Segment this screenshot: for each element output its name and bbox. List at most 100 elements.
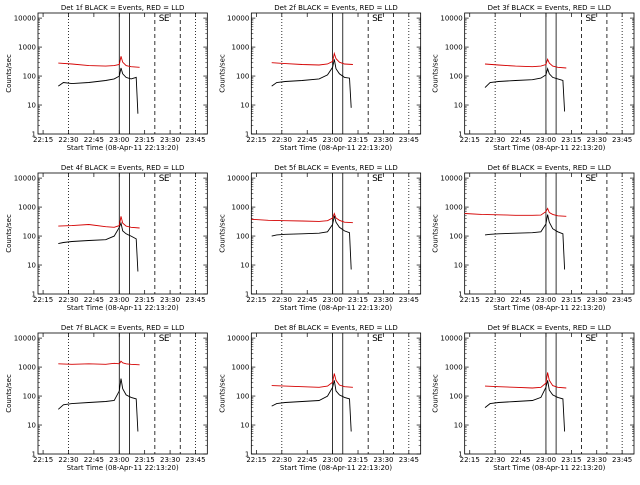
y-axis-label: Counts/sec bbox=[218, 374, 226, 413]
marker-label-s: S bbox=[159, 174, 165, 184]
y-tick-label: 1 bbox=[245, 451, 249, 459]
series-line-events bbox=[484, 214, 566, 270]
marker-label-s: S bbox=[585, 174, 591, 184]
x-tick-label: 23:00 bbox=[323, 136, 343, 144]
y-tick-label: 1 bbox=[32, 131, 36, 139]
x-tick-label: 23:15 bbox=[348, 456, 368, 464]
x-tick-label: 22:30 bbox=[58, 296, 78, 304]
x-tick-label: 23:15 bbox=[348, 136, 368, 144]
plot-title: Det 9f BLACK = Events, RED = LLD bbox=[488, 324, 611, 332]
y-tick-label: 10 bbox=[27, 262, 36, 270]
y-tick-label: 100 bbox=[236, 73, 249, 81]
y-tick-label: 10000 bbox=[440, 175, 462, 183]
y-tick-label: 100 bbox=[449, 73, 462, 81]
y-axis-label: Counts/sec bbox=[218, 214, 226, 253]
y-tick-label: 1000 bbox=[18, 44, 36, 52]
detector-plot-5: Det 5f BLACK = Events, RED = LLD S E 1 10 100… bbox=[218, 164, 422, 312]
y-tick-label: 1000 bbox=[232, 204, 250, 212]
plot-frame bbox=[37, 172, 208, 295]
x-tick-label: 23:15 bbox=[561, 296, 581, 304]
series-line-lld bbox=[271, 373, 353, 388]
detector-plot-6: Det 6f BLACK = Events, RED = LLD S E 1 10 100… bbox=[432, 164, 635, 312]
x-axis-label: Start Time (08-Apr-11 22:13:20) bbox=[280, 304, 392, 312]
x-tick-label: 23:00 bbox=[109, 296, 129, 304]
y-tick-label: 1000 bbox=[18, 204, 36, 212]
y-axis-label: Counts/sec bbox=[5, 54, 13, 93]
x-tick-label: 22:15 bbox=[33, 136, 53, 144]
marker-label-e: E bbox=[377, 334, 383, 344]
x-tick-label: 22:30 bbox=[272, 456, 292, 464]
x-tick-label: 23:45 bbox=[185, 296, 205, 304]
x-tick-label: 22:45 bbox=[84, 136, 104, 144]
y-tick-label: 10000 bbox=[227, 335, 249, 343]
x-axis-label: Start Time (08-Apr-11 22:13:20) bbox=[493, 464, 605, 472]
series-line-lld bbox=[58, 216, 140, 229]
plot-frame bbox=[37, 12, 208, 135]
x-tick-label: 22:30 bbox=[485, 136, 505, 144]
series-line-lld bbox=[484, 372, 567, 389]
y-tick-label: 10000 bbox=[14, 335, 36, 343]
marker-label-e: E bbox=[164, 174, 170, 184]
x-tick-label: 23:30 bbox=[587, 136, 607, 144]
y-tick-label: 10 bbox=[454, 262, 463, 270]
x-tick-label: 23:15 bbox=[561, 136, 581, 144]
x-axis-label: Start Time (08-Apr-11 22:13:20) bbox=[493, 144, 605, 152]
x-tick-label: 23:00 bbox=[536, 456, 556, 464]
marker-label-e: E bbox=[164, 334, 170, 344]
x-tick-label: 22:30 bbox=[58, 136, 78, 144]
x-tick-label: 22:15 bbox=[460, 456, 480, 464]
marker-label-s: S bbox=[372, 174, 378, 184]
plot-frame bbox=[464, 332, 635, 455]
marker-label-s: S bbox=[372, 334, 378, 344]
marker-label-e: E bbox=[591, 174, 597, 184]
x-tick-label: 22:30 bbox=[272, 136, 292, 144]
x-axis-label: Start Time (08-Apr-11 22:13:20) bbox=[67, 464, 179, 472]
plot-frame bbox=[250, 172, 422, 295]
x-tick-label: 23:45 bbox=[612, 136, 632, 144]
marker-label-e: E bbox=[591, 14, 597, 24]
x-tick-label: 23:00 bbox=[323, 456, 343, 464]
detector-plot-1: Det 1f BLACK = Events, RED = LLD S E 1 10 100… bbox=[5, 4, 208, 152]
series-line-events bbox=[271, 215, 352, 270]
x-tick-label: 23:45 bbox=[185, 456, 205, 464]
x-tick-label: 23:30 bbox=[160, 456, 180, 464]
x-tick-label: 22:15 bbox=[246, 136, 266, 144]
marker-label-s: S bbox=[159, 14, 165, 24]
marker-label-e: E bbox=[591, 334, 597, 344]
y-tick-label: 1 bbox=[245, 131, 249, 139]
plot-frame bbox=[37, 332, 208, 455]
series-line-events bbox=[58, 378, 139, 432]
x-tick-label: 22:45 bbox=[297, 136, 317, 144]
x-tick-label: 22:45 bbox=[510, 456, 530, 464]
y-tick-label: 100 bbox=[449, 233, 462, 241]
series-line-events bbox=[484, 67, 566, 112]
y-tick-label: 10 bbox=[27, 422, 36, 430]
y-tick-label: 1 bbox=[458, 451, 462, 459]
x-tick-label: 22:30 bbox=[58, 456, 78, 464]
y-tick-label: 100 bbox=[449, 393, 462, 401]
x-axis-label: Start Time (08-Apr-11 22:13:20) bbox=[67, 304, 179, 312]
x-tick-label: 23:00 bbox=[536, 296, 556, 304]
x-tick-label: 23:00 bbox=[323, 296, 343, 304]
x-tick-label: 22:45 bbox=[510, 296, 530, 304]
y-tick-label: 10 bbox=[240, 102, 249, 110]
marker-label-e: E bbox=[377, 14, 383, 24]
y-tick-label: 100 bbox=[23, 73, 36, 81]
detector-plot-4: Det 4f BLACK = Events, RED = LLD S E 1 10 100… bbox=[5, 164, 208, 312]
y-tick-label: 100 bbox=[23, 393, 36, 401]
detector-plot-8: Det 8f BLACK = Events, RED = LLD S E 1 10 100… bbox=[218, 324, 422, 472]
x-tick-label: 22:15 bbox=[246, 456, 266, 464]
x-axis-label: Start Time (08-Apr-11 22:13:20) bbox=[280, 464, 392, 472]
y-tick-label: 100 bbox=[236, 393, 249, 401]
x-axis-label: Start Time (08-Apr-11 22:13:20) bbox=[67, 144, 179, 152]
y-tick-label: 1 bbox=[245, 291, 249, 299]
x-tick-label: 22:45 bbox=[297, 296, 317, 304]
x-tick-label: 22:15 bbox=[246, 296, 266, 304]
x-tick-label: 23:15 bbox=[561, 456, 581, 464]
y-tick-label: 10000 bbox=[14, 175, 36, 183]
x-tick-label: 23:00 bbox=[536, 136, 556, 144]
detector-plot-3: Det 3f BLACK = Events, RED = LLD S E 1 10 100… bbox=[432, 4, 635, 152]
y-axis-label: Counts/sec bbox=[432, 54, 440, 93]
x-tick-label: 23:15 bbox=[135, 296, 155, 304]
